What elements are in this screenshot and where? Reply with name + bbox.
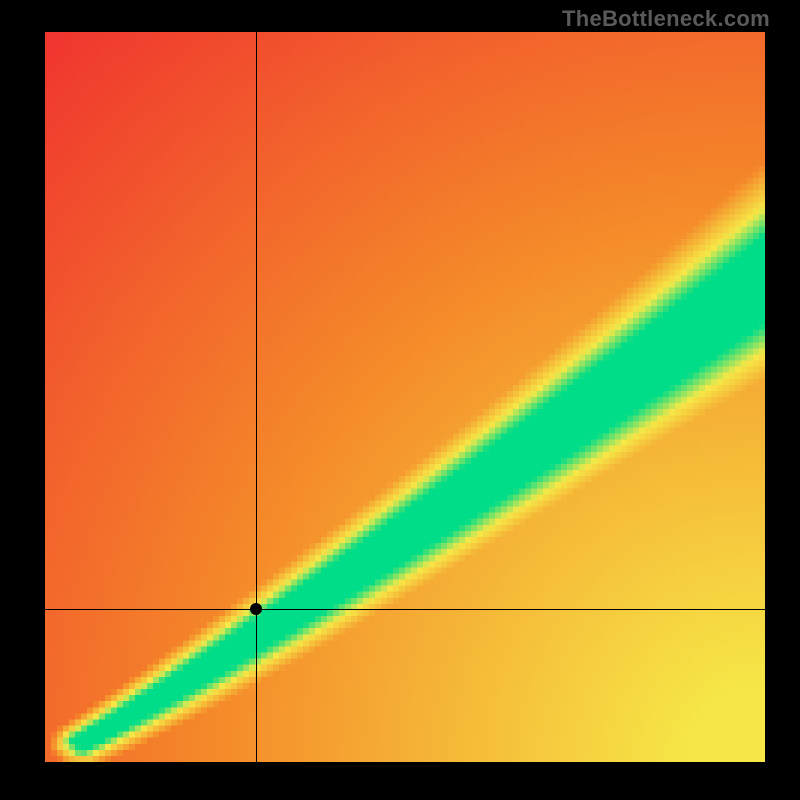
crosshair-marker xyxy=(250,603,262,615)
crosshair-horizontal xyxy=(45,609,765,610)
crosshair-vertical xyxy=(256,32,257,762)
heatmap-canvas xyxy=(45,32,765,762)
heatmap-plot xyxy=(45,32,765,762)
watermark-text: TheBottleneck.com xyxy=(562,6,770,32)
